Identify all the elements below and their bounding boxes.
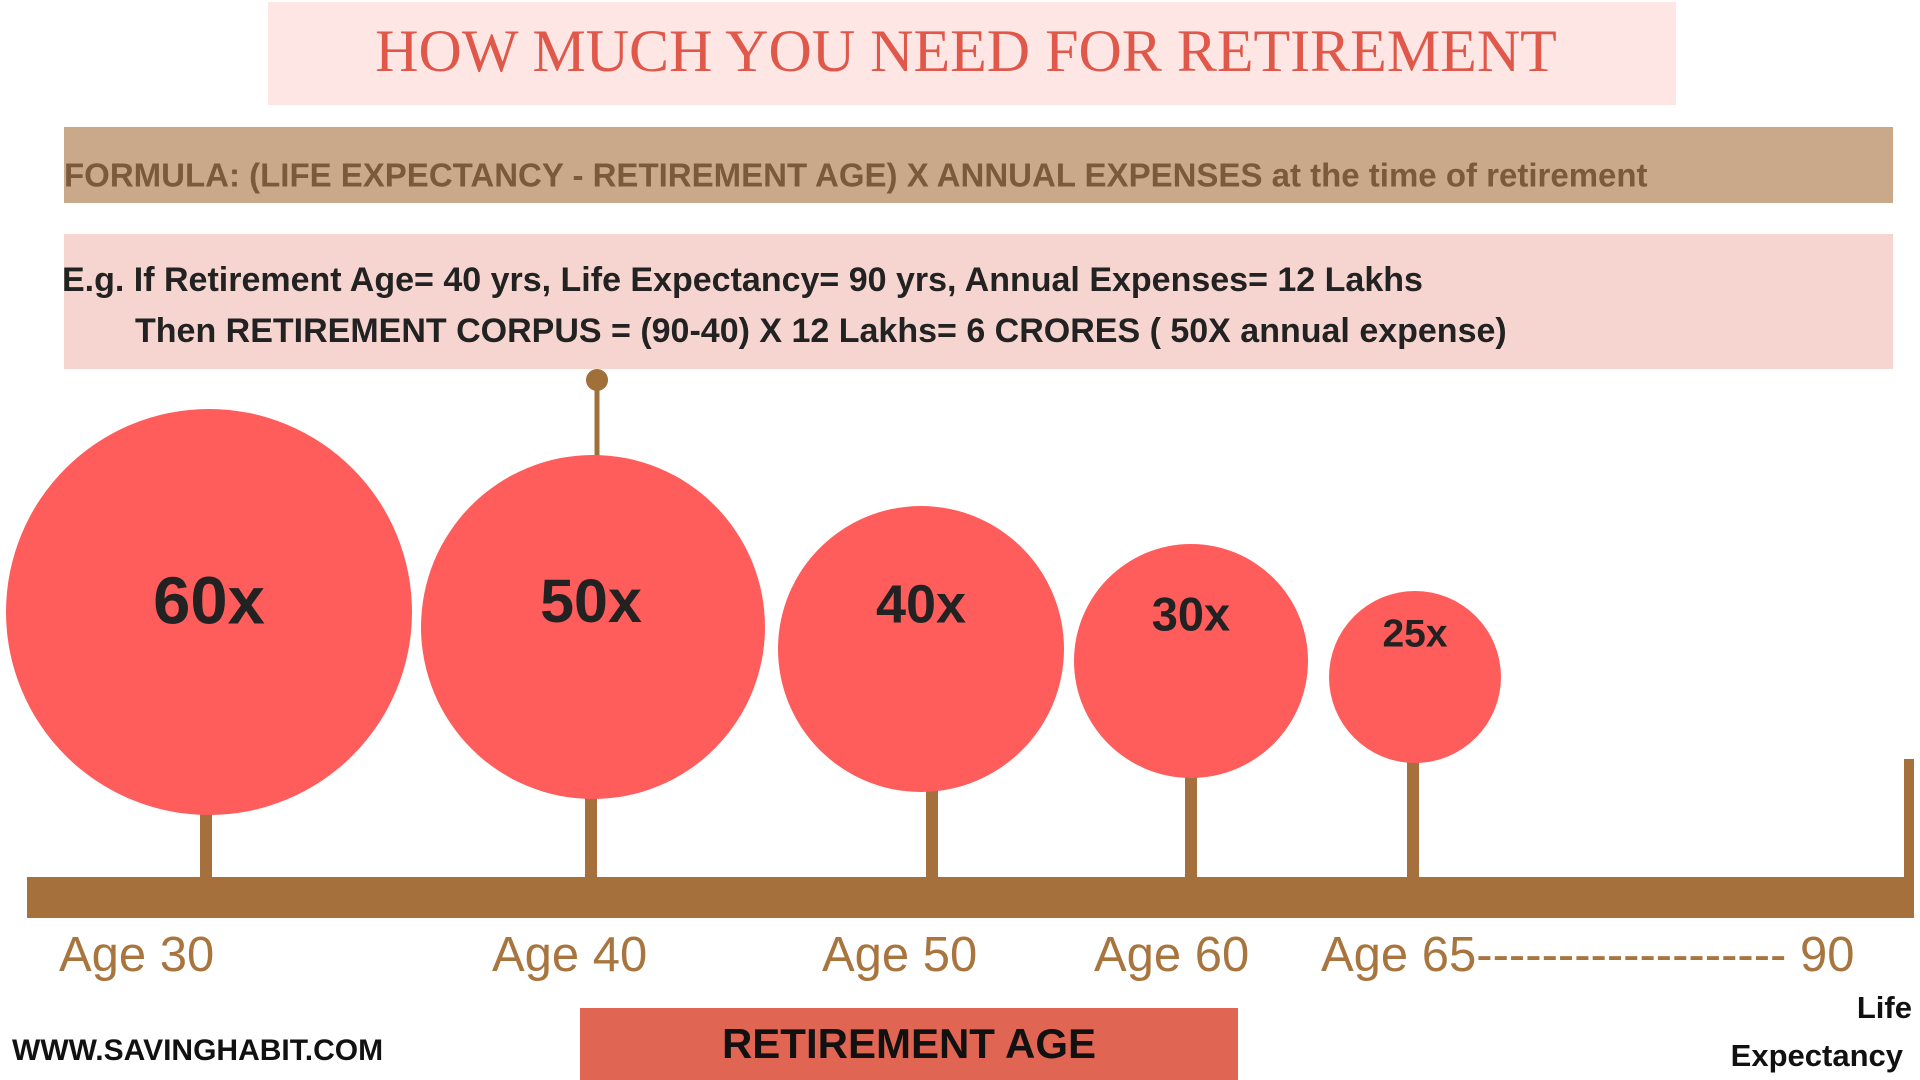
circle: [1329, 591, 1501, 763]
age-label: Age 40: [492, 928, 647, 982]
timeline: [27, 877, 1914, 918]
stem: [1407, 755, 1419, 880]
stem: [585, 790, 597, 880]
age-label: Age 50: [822, 928, 977, 982]
multiple-label: 40x: [876, 574, 966, 634]
stem: [1185, 770, 1197, 880]
multiple-label: 50x: [540, 567, 642, 635]
retirement-label: RETIREMENT AGE: [722, 1020, 1096, 1067]
stem: [200, 800, 212, 880]
stem: [926, 785, 938, 880]
example-box: [64, 234, 1893, 369]
example-line: E.g. If Retirement Age= 40 yrs, Life Exp…: [62, 261, 1423, 299]
title: HOW MUCH YOU NEED FOR RETIREMENT: [375, 18, 1557, 84]
circle: [778, 506, 1064, 792]
example-line: Then RETIREMENT CORPUS = (90-40) X 12 La…: [135, 312, 1507, 350]
multiple-label: 25x: [1382, 612, 1447, 655]
formula: FORMULA: (LIFE EXPECTANCY - RETIREMENT A…: [64, 157, 1648, 194]
multiple-label: 30x: [1152, 587, 1230, 640]
age-label: Age 30: [59, 928, 214, 982]
life-expectancy: Life: [1857, 990, 1912, 1025]
formula-box: [64, 127, 1893, 203]
circle: [6, 409, 412, 815]
age-label: Age 60: [1094, 928, 1249, 982]
age-label: Age 65------------------- 90: [1321, 928, 1854, 982]
website: WWW.SAVINGHABIT.COM: [12, 1034, 383, 1067]
title-box: [268, 2, 1676, 105]
retirement-box: [580, 1008, 1238, 1080]
circle: [1074, 544, 1308, 778]
end-post: [1904, 759, 1914, 879]
life-expectancy: Expectancy: [1731, 1038, 1904, 1073]
multiple-label: 60x: [153, 564, 265, 639]
circle: [421, 455, 765, 799]
